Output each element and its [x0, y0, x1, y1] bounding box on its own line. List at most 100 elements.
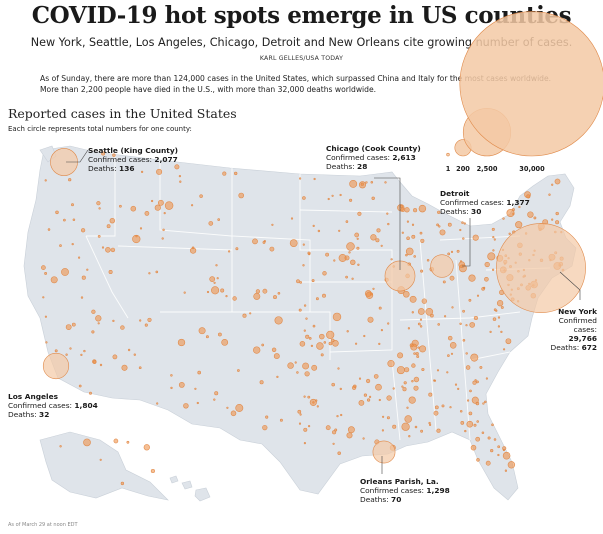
- county-dot: [466, 420, 474, 428]
- county-dot: [457, 387, 460, 391]
- county-dot: [322, 293, 326, 298]
- county-dot: [472, 234, 479, 241]
- county-dot: [497, 453, 500, 457]
- county-dot: [345, 220, 349, 223]
- county-dot: [387, 360, 395, 368]
- county-dot: [454, 383, 458, 386]
- county-dot: [211, 286, 220, 295]
- county-dot: [493, 308, 497, 312]
- county-dot: [276, 375, 279, 379]
- county-dot: [419, 325, 423, 328]
- county-dot: [68, 178, 72, 182]
- county-dot: [447, 252, 451, 256]
- hotspot-new-york: [496, 223, 586, 313]
- callout-chicago-deaths-value: 28: [357, 162, 367, 171]
- county-dot: [112, 153, 116, 157]
- county-dot: [462, 338, 466, 342]
- county-dot: [476, 420, 479, 423]
- size-legend: 1 200 2,500 30,000: [446, 11, 603, 173]
- county-dot: [471, 396, 479, 404]
- county-dot: [261, 343, 265, 347]
- callout-orleans-cases: Confirmed cases: 1,298: [360, 486, 450, 495]
- county-dot: [476, 294, 480, 297]
- county-dot: [303, 441, 307, 445]
- county-dot: [515, 221, 523, 229]
- county-dot: [303, 304, 307, 307]
- county-dot: [81, 275, 86, 280]
- county-dots: [41, 151, 565, 486]
- county-dot: [491, 423, 494, 427]
- county-dot: [447, 335, 453, 341]
- callout-los-angeles-deaths-text: Deaths:: [8, 410, 39, 419]
- county-dot: [206, 290, 210, 294]
- state-border-line: [329, 300, 401, 441]
- county-dot: [555, 211, 559, 216]
- callout-chicago-title: Chicago (Cook County): [326, 144, 421, 153]
- county-dot: [403, 381, 407, 385]
- county-dot: [413, 208, 418, 213]
- county-dot: [419, 231, 423, 235]
- county-dot: [303, 427, 308, 432]
- county-dot: [347, 426, 355, 434]
- county-dot: [413, 385, 419, 391]
- county-dot: [332, 430, 337, 435]
- county-dot: [271, 223, 274, 226]
- county-dot: [397, 352, 404, 359]
- county-dot: [333, 259, 336, 262]
- contiguous-us-shape: [23, 145, 577, 501]
- callout-seattle-title: Seattle (King County): [88, 146, 178, 155]
- county-dot: [419, 318, 423, 321]
- county-dot: [497, 325, 501, 328]
- callout-orleans-title: Orleans Parish, La.: [360, 477, 439, 486]
- county-dot: [438, 225, 441, 228]
- county-dot: [170, 386, 173, 390]
- county-dot: [411, 234, 416, 239]
- county-dot: [296, 371, 299, 374]
- county-dot: [155, 270, 159, 274]
- county-dot: [59, 445, 62, 448]
- county-dot: [91, 309, 96, 314]
- county-dot: [42, 296, 45, 299]
- county-dot: [378, 398, 381, 402]
- county-dot: [302, 243, 305, 246]
- county-dot: [162, 228, 165, 232]
- county-dot: [242, 313, 247, 318]
- county-dot: [507, 461, 516, 469]
- county-dot: [421, 298, 427, 304]
- county-dot: [387, 222, 390, 226]
- callout-new-york-deaths-value: 672: [582, 343, 597, 352]
- county-dot: [138, 366, 142, 370]
- callout-orleans: Orleans Parish, La. Confirmed cases: 1,2…: [360, 477, 450, 504]
- county-dot: [96, 201, 101, 206]
- county-dot: [44, 179, 47, 182]
- intro: As of Sunday, there are more than 124,00…: [40, 74, 580, 95]
- county-dot: [345, 275, 348, 279]
- county-dot: [430, 313, 434, 318]
- county-dot: [551, 218, 554, 221]
- county-dot: [302, 196, 306, 200]
- county-dot: [213, 281, 216, 284]
- county-dot: [479, 365, 483, 369]
- county-dot: [467, 399, 470, 402]
- footnote: As of March 29 at noon EDT: [8, 522, 78, 528]
- callout-detroit-cases: Confirmed cases: 1,377: [440, 198, 530, 207]
- callout-detroit-deaths: Deaths: 30: [440, 207, 481, 216]
- county-dot: [356, 237, 359, 240]
- callout-seattle-cases-value: 2,077: [154, 155, 177, 164]
- county-dot: [491, 227, 495, 231]
- county-dot: [307, 395, 311, 399]
- county-dot: [401, 231, 404, 234]
- county-dot: [101, 151, 106, 156]
- credit: KARL GELLES/USA TODAY: [259, 55, 344, 62]
- callout-detroit-deaths-text: Deaths:: [440, 207, 471, 216]
- county-dot: [413, 352, 416, 355]
- county-dot: [405, 247, 414, 256]
- leader-line-chicago: [374, 177, 401, 270]
- headline: COVID-19 hot spots emerge in US counties: [31, 2, 572, 29]
- county-dot: [469, 322, 476, 328]
- county-dot: [298, 308, 302, 312]
- county-dot: [319, 333, 325, 340]
- county-dot: [174, 164, 180, 170]
- county-dot: [163, 212, 166, 215]
- county-dot: [315, 297, 319, 301]
